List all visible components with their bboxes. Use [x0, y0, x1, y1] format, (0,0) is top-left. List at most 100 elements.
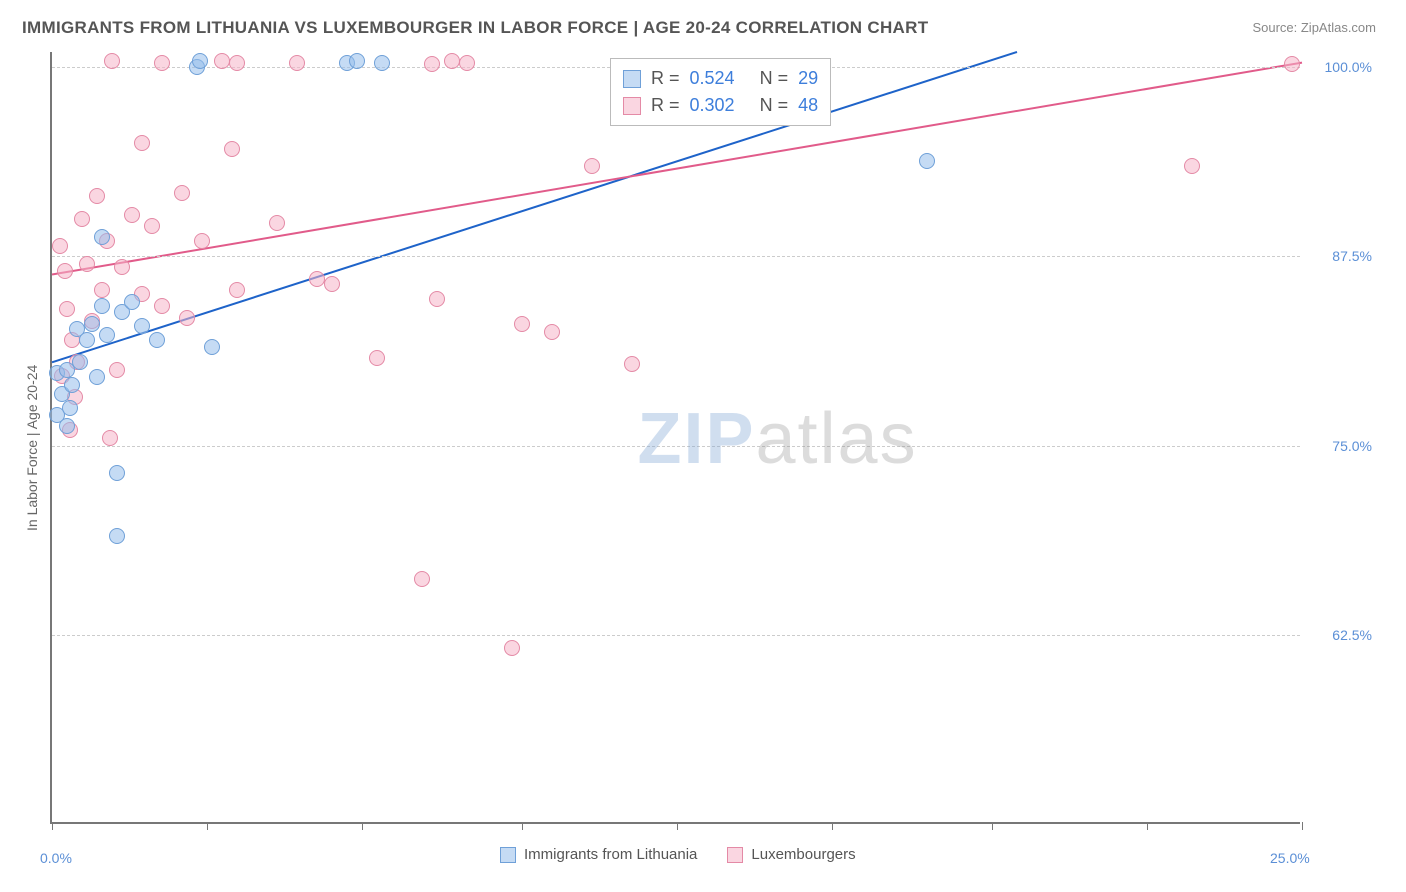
x-tick-mark: [52, 822, 53, 830]
data-point-luxembourg: [459, 55, 475, 71]
x-tick-mark: [207, 822, 208, 830]
data-point-luxembourg: [102, 430, 118, 446]
data-point-lithuania: [192, 53, 208, 69]
data-point-luxembourg: [57, 263, 73, 279]
data-point-luxembourg: [289, 55, 305, 71]
chart-container: IMMIGRANTS FROM LITHUANIA VS LUXEMBOURGE…: [0, 0, 1406, 892]
data-point-luxembourg: [624, 356, 640, 372]
data-point-luxembourg: [124, 207, 140, 223]
data-point-lithuania: [62, 400, 78, 416]
data-point-luxembourg: [79, 256, 95, 272]
data-point-lithuania: [919, 153, 935, 169]
n-value-lithuania: 29: [798, 65, 818, 92]
data-point-luxembourg: [584, 158, 600, 174]
data-point-luxembourg: [369, 350, 385, 366]
data-point-luxembourg: [229, 55, 245, 71]
data-point-luxembourg: [504, 640, 520, 656]
legend-swatch-lithuania: [500, 847, 516, 863]
legend-item-lithuania: Immigrants from Lithuania: [500, 846, 697, 863]
data-point-luxembourg: [174, 185, 190, 201]
data-point-lithuania: [349, 53, 365, 69]
legend-swatch-luxembourg: [727, 847, 743, 863]
x-tick-label-min: 0.0%: [40, 850, 72, 866]
data-point-luxembourg: [214, 53, 230, 69]
data-point-lithuania: [99, 327, 115, 343]
gridline: [52, 446, 1300, 447]
correlation-stats-box: R = 0.524 N = 29 R = 0.302 N = 48: [610, 58, 831, 126]
y-tick-label: 62.5%: [1332, 627, 1372, 643]
n-value-luxembourg: 48: [798, 92, 818, 119]
data-point-luxembourg: [224, 141, 240, 157]
x-tick-mark: [522, 822, 523, 830]
data-point-luxembourg: [229, 282, 245, 298]
legend-item-luxembourg: Luxembourgers: [727, 846, 855, 863]
data-point-luxembourg: [444, 53, 460, 69]
r-value-lithuania: 0.524: [690, 65, 735, 92]
bottom-legend: Immigrants from Lithuania Luxembourgers: [500, 846, 856, 863]
data-point-lithuania: [134, 318, 150, 334]
x-tick-mark: [362, 822, 363, 830]
legend-label-luxembourg: Luxembourgers: [751, 846, 855, 863]
stats-row-lithuania: R = 0.524 N = 29: [623, 65, 818, 92]
data-point-lithuania: [204, 339, 220, 355]
x-tick-mark: [677, 822, 678, 830]
data-point-luxembourg: [179, 310, 195, 326]
data-point-lithuania: [64, 377, 80, 393]
y-tick-label: 100.0%: [1325, 59, 1372, 75]
x-tick-mark: [1302, 822, 1303, 830]
data-point-luxembourg: [109, 362, 125, 378]
data-point-luxembourg: [424, 56, 440, 72]
n-label: N =: [760, 92, 789, 119]
r-label: R =: [651, 65, 680, 92]
gridline: [52, 635, 1300, 636]
data-point-lithuania: [109, 528, 125, 544]
data-point-lithuania: [59, 418, 75, 434]
source-label: Source:: [1252, 20, 1300, 35]
x-tick-mark: [992, 822, 993, 830]
plot-area: 62.5%75.0%87.5%100.0%: [50, 52, 1300, 824]
data-point-luxembourg: [154, 298, 170, 314]
data-point-luxembourg: [134, 135, 150, 151]
data-point-lithuania: [94, 298, 110, 314]
data-point-luxembourg: [1184, 158, 1200, 174]
data-point-lithuania: [72, 354, 88, 370]
data-point-luxembourg: [94, 282, 110, 298]
data-point-lithuania: [124, 294, 140, 310]
x-tick-mark: [832, 822, 833, 830]
data-point-luxembourg: [114, 259, 130, 275]
y-tick-label: 87.5%: [1332, 248, 1372, 264]
trend-lines: [52, 52, 1302, 824]
data-point-luxembourg: [89, 188, 105, 204]
data-point-luxembourg: [52, 238, 68, 254]
data-point-luxembourg: [429, 291, 445, 307]
data-point-luxembourg: [194, 233, 210, 249]
gridline: [52, 256, 1300, 257]
swatch-lithuania: [623, 70, 641, 88]
data-point-luxembourg: [414, 571, 430, 587]
swatch-luxembourg: [623, 97, 641, 115]
data-point-lithuania: [84, 316, 100, 332]
n-label: N =: [760, 65, 789, 92]
y-axis-label: In Labor Force | Age 20-24: [24, 364, 40, 530]
data-point-luxembourg: [324, 276, 340, 292]
data-point-luxembourg: [514, 316, 530, 332]
source-name: ZipAtlas.com: [1301, 20, 1376, 35]
data-point-lithuania: [374, 55, 390, 71]
data-point-lithuania: [149, 332, 165, 348]
chart-title: IMMIGRANTS FROM LITHUANIA VS LUXEMBOURGE…: [22, 18, 928, 38]
data-point-luxembourg: [104, 53, 120, 69]
data-point-luxembourg: [59, 301, 75, 317]
x-tick-label-max: 25.0%: [1270, 850, 1310, 866]
legend-label-lithuania: Immigrants from Lithuania: [524, 846, 697, 863]
y-tick-label: 75.0%: [1332, 438, 1372, 454]
x-tick-mark: [1147, 822, 1148, 830]
data-point-luxembourg: [1284, 56, 1300, 72]
data-point-luxembourg: [144, 218, 160, 234]
data-point-luxembourg: [154, 55, 170, 71]
stats-row-luxembourg: R = 0.302 N = 48: [623, 92, 818, 119]
data-point-lithuania: [109, 465, 125, 481]
r-value-luxembourg: 0.302: [690, 92, 735, 119]
data-point-luxembourg: [74, 211, 90, 227]
data-point-lithuania: [94, 229, 110, 245]
data-point-luxembourg: [309, 271, 325, 287]
